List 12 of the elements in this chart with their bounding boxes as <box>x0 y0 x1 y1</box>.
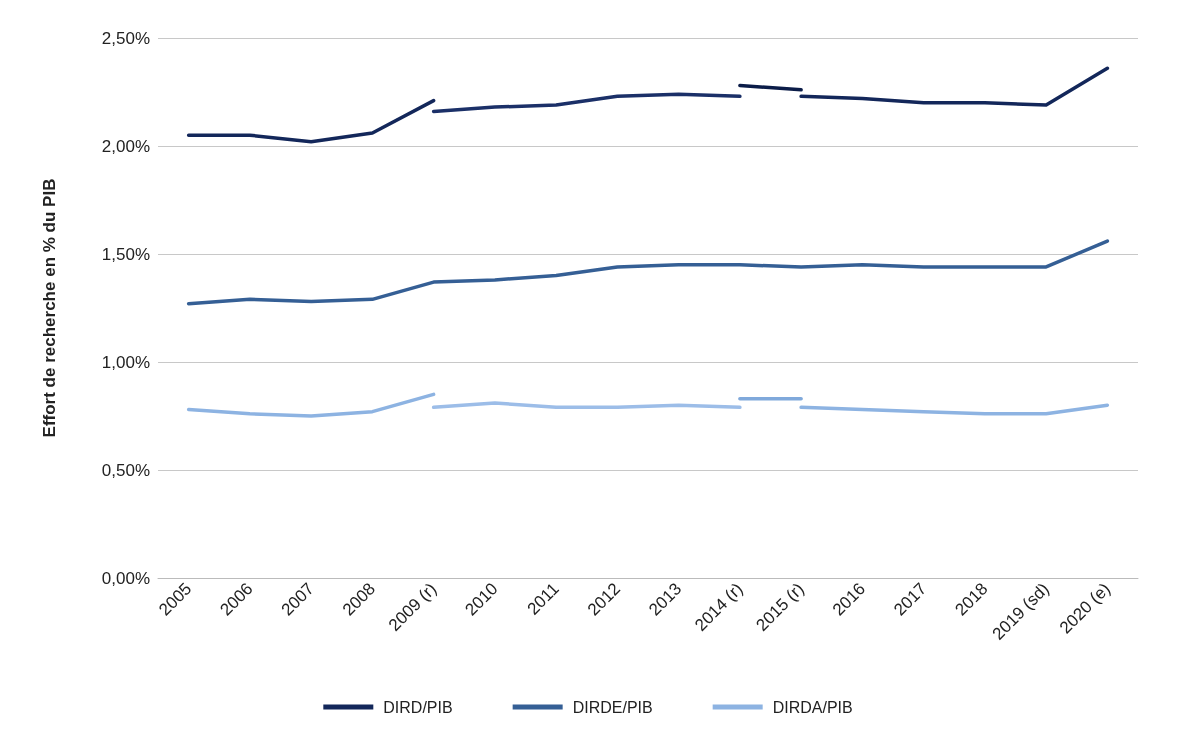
y-tick-label: 2,50% <box>101 28 150 48</box>
legend-label: DIRDE/PIB <box>572 698 653 716</box>
y-tick-label: 0,00% <box>101 568 150 588</box>
y-tick-label: 2,00% <box>101 136 150 156</box>
legend-label: DIRD/PIB <box>383 698 453 716</box>
y-tick-label: 1,50% <box>101 244 150 264</box>
y-axis-title: Effort de recherche en % du PIB <box>40 178 59 438</box>
y-tick-label: 1,00% <box>101 352 150 372</box>
line-series <box>186 239 1110 306</box>
legend-label: DIRDA/PIB <box>772 698 853 716</box>
y-tick-label: 0,50% <box>101 460 150 480</box>
line-series <box>431 92 742 114</box>
